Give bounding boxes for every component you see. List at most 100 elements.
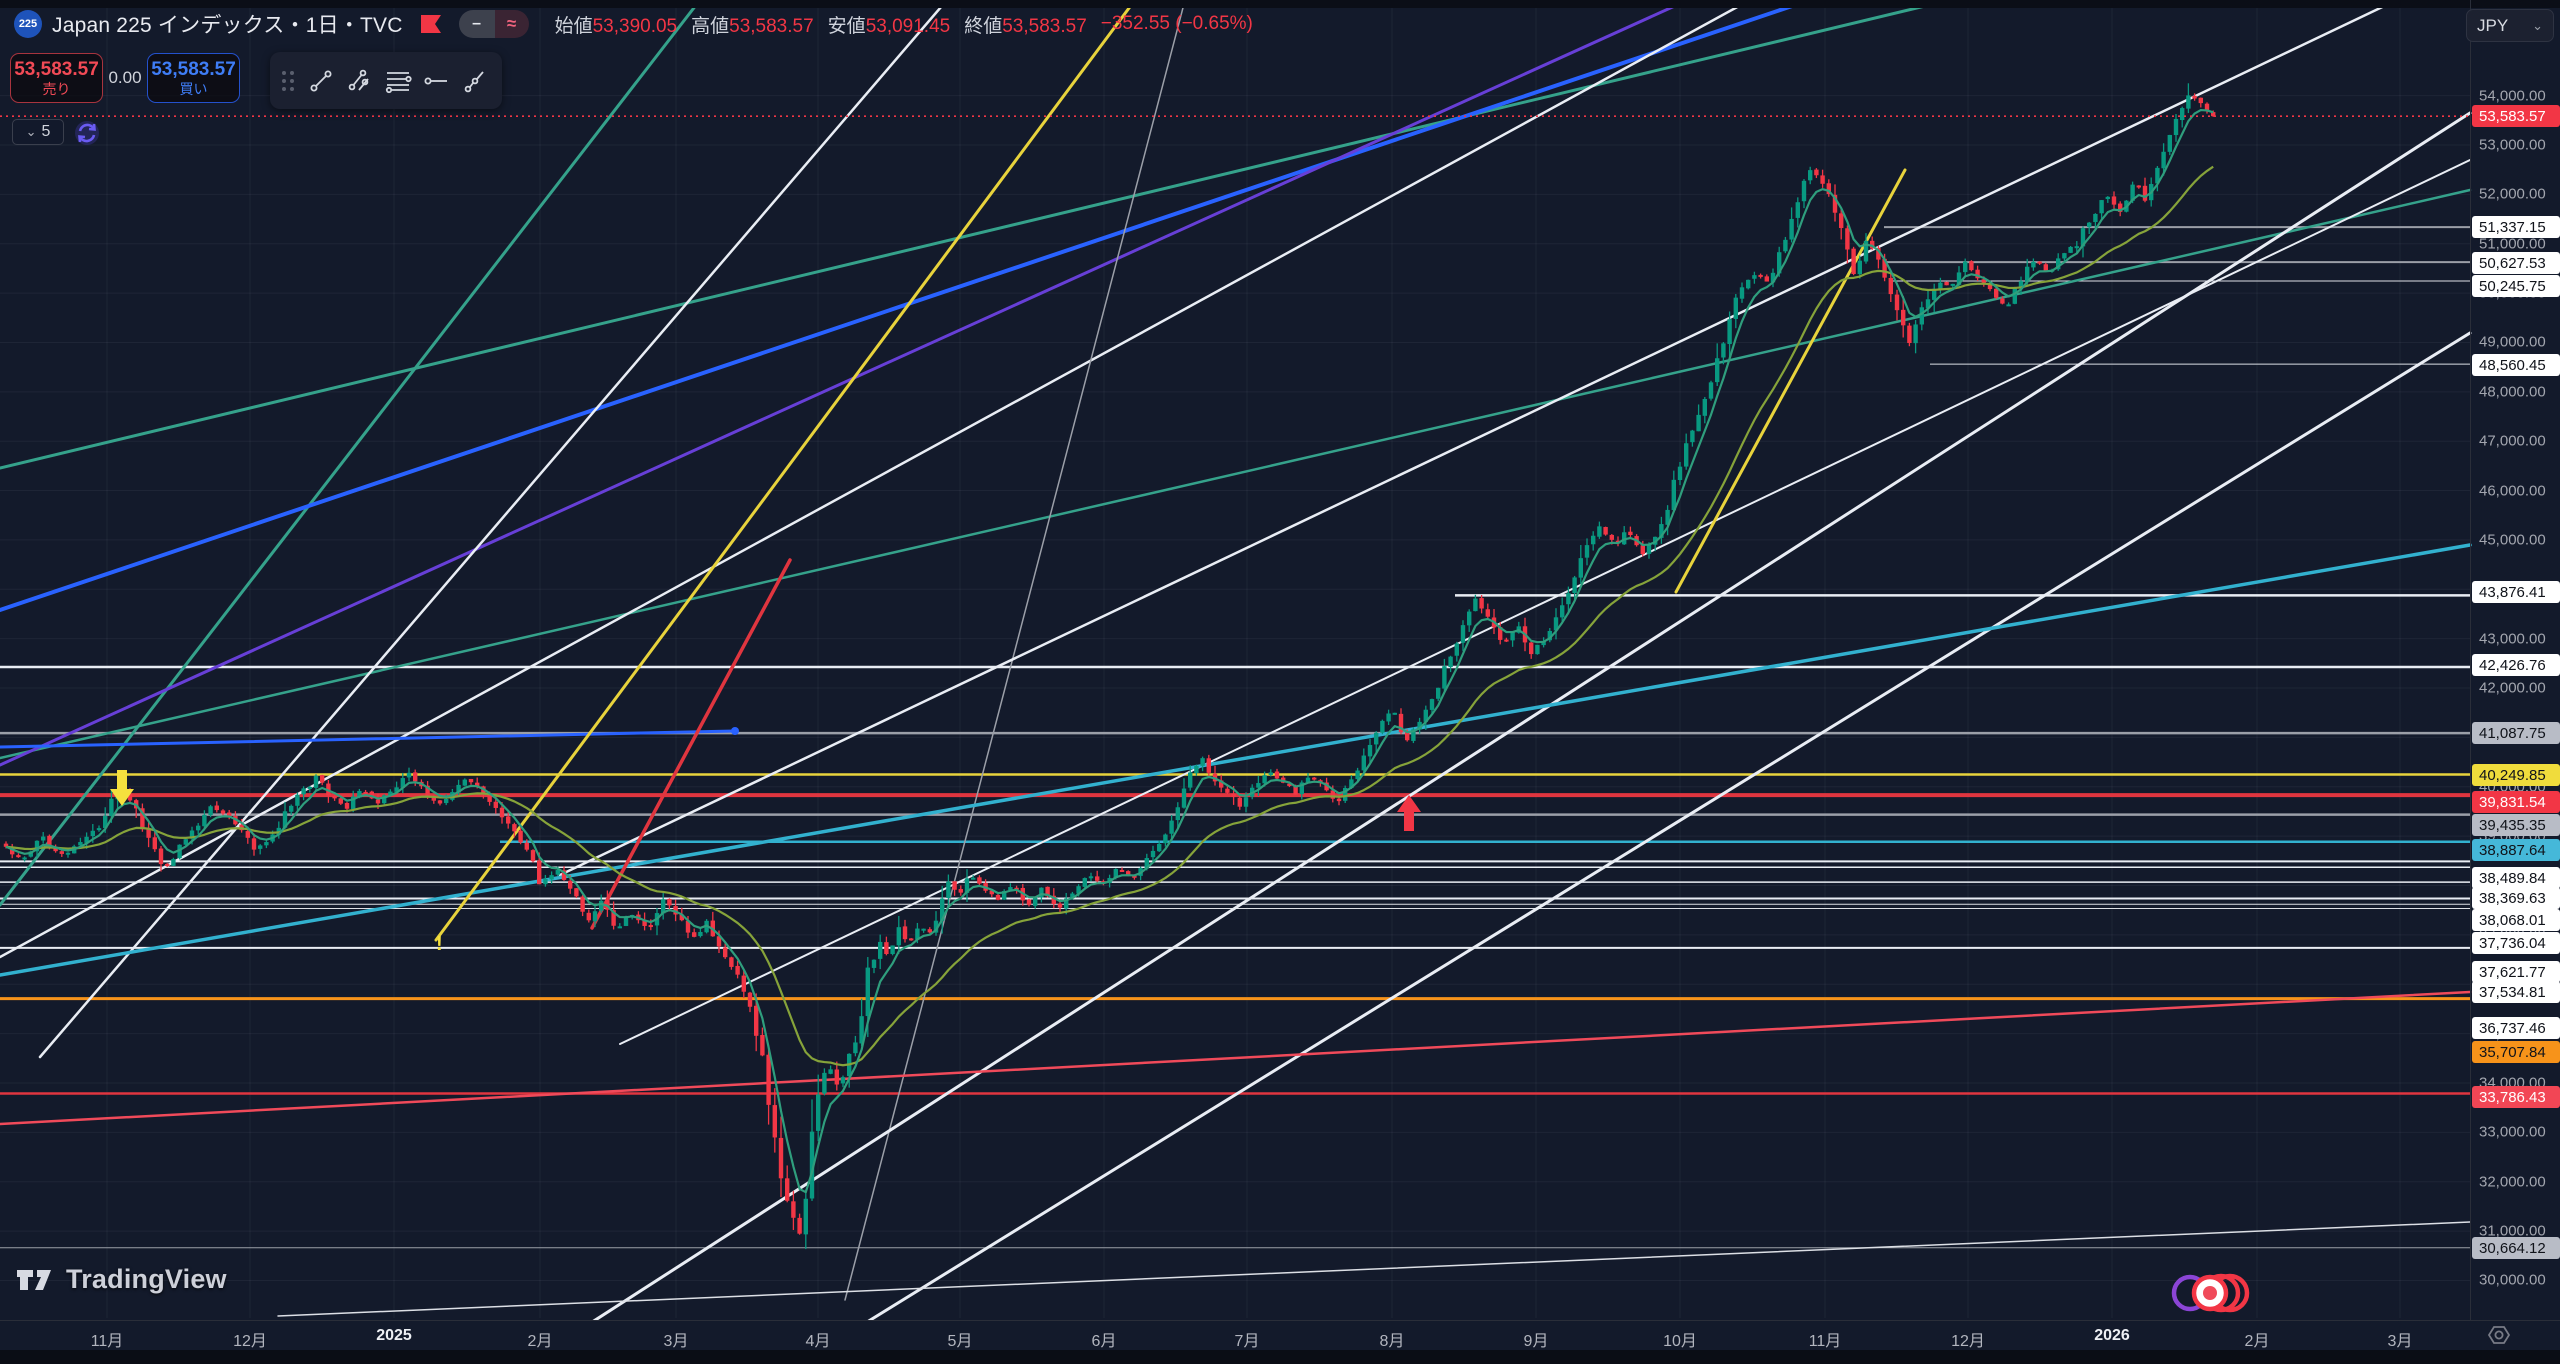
ohlc-item: 始値53,390.05 xyxy=(554,15,678,37)
price-tick: 47,000.00 xyxy=(2479,432,2546,450)
spread-value: 0.00 xyxy=(108,68,142,87)
price-level-label: 43,876.41 xyxy=(2472,581,2560,603)
chevron-down-icon: ⌄ xyxy=(2532,17,2543,33)
trade-panel: 53,583.57 売り 0.00 53,583.57 買い xyxy=(10,53,240,103)
buy-button[interactable]: 53,583.57 買い xyxy=(147,53,240,103)
axis-settings-gear-icon[interactable] xyxy=(2486,1322,2512,1353)
drawing-toolbar xyxy=(270,52,502,109)
price-level-label: 35,707.84 xyxy=(2472,1041,2560,1063)
price-tick: 32,000.00 xyxy=(2479,1173,2546,1191)
price-tick: 49,000.00 xyxy=(2479,333,2546,351)
tradingview-logo-icon xyxy=(17,1269,51,1290)
price-level-label: 53,583.57 xyxy=(2472,105,2560,127)
price-tick: 51,000.00 xyxy=(2479,235,2546,253)
sell-price: 53,583.57 xyxy=(14,59,99,81)
ohlc-visibility-toggle[interactable]: – ≈ xyxy=(458,10,529,38)
price-level-label: 51,337.15 xyxy=(2472,216,2560,238)
time-tick: 6月 xyxy=(1091,1333,1117,1350)
price-level-label: 42,426.76 xyxy=(2472,654,2560,676)
price-level-label: 50,627.53 xyxy=(2472,252,2560,274)
horizontal-ray-tool-icon[interactable] xyxy=(417,59,455,103)
parallel-channel-tool-icon[interactable] xyxy=(340,59,378,103)
time-tick: 11月 xyxy=(90,1333,124,1350)
time-tick: 3月 xyxy=(2387,1333,2413,1350)
price-level-label: 39,435.35 xyxy=(2472,814,2560,836)
price-level-label: 40,249.85 xyxy=(2472,764,2560,786)
price-level-label: 38,887.64 xyxy=(2472,839,2560,861)
ohlc-values: 始値53,390.05 高値53,583.57 安値53,091.45 終値53,58… xyxy=(555,11,1253,38)
price-level-label: 30,664.12 xyxy=(2472,1237,2560,1259)
price-tick: 54,000.00 xyxy=(2479,87,2546,105)
time-tick: 7月 xyxy=(1234,1333,1260,1350)
chevron-down-icon: ⌄ xyxy=(25,124,37,139)
svg-text:!: ! xyxy=(436,933,443,955)
symbol-badge: 225 xyxy=(14,10,42,38)
price-level-label: 41,087.75 xyxy=(2472,722,2560,744)
time-tick: 12月 xyxy=(1951,1333,1985,1350)
change-value: −352.55 (−0.65%) xyxy=(1100,13,1253,34)
price-level-label: 38,489.84 xyxy=(2472,867,2560,889)
price-level-label: 48,560.45 xyxy=(2472,354,2560,376)
price-tick: 30,000.00 xyxy=(2479,1271,2546,1289)
time-tick: 12月 xyxy=(233,1333,267,1350)
time-tick: 2026 xyxy=(2094,1327,2130,1344)
approx-icon: ≈ xyxy=(494,10,529,38)
horizontal-levels-tool-icon[interactable] xyxy=(379,59,417,103)
time-axis[interactable]: 11月 12月 2025 2月 3月 4月 5月 6月 7月 8月 9月 10月 11月 12月 2026 2… xyxy=(0,1320,2560,1350)
time-tick: 2月 xyxy=(2244,1333,2270,1350)
time-tick: 2025 xyxy=(376,1327,412,1344)
price-level-label: 37,534.81 xyxy=(2472,981,2560,1003)
tradingview-logo-text: TradingView xyxy=(66,1264,227,1294)
price-tick: 53,000.00 xyxy=(2479,136,2546,154)
price-tick: 42,000.00 xyxy=(2479,679,2546,697)
trend-line-tool-icon[interactable] xyxy=(302,59,340,103)
price-tick: 52,000.00 xyxy=(2479,185,2546,203)
hidden-indicator-count: 5 xyxy=(41,123,51,140)
flag-icon[interactable] xyxy=(419,13,443,35)
symbol-header: 225 Japan 225 インデックス・1日・TVC – ≈ 始値53,390… xyxy=(14,8,1253,40)
price-level-label: 36,737.46 xyxy=(2472,1017,2560,1039)
price-tick: 31,000.00 xyxy=(2479,1222,2546,1240)
time-tick: 11月 xyxy=(1808,1333,1842,1350)
toolbar-drag-handle[interactable] xyxy=(282,70,294,91)
sync-icon[interactable] xyxy=(72,118,102,153)
time-tick: 10月 xyxy=(1663,1333,1697,1350)
price-level-label: 37,621.77 xyxy=(2472,961,2560,983)
currency-button[interactable]: JPY ⌄ xyxy=(2466,9,2554,42)
time-tick: 4月 xyxy=(805,1333,831,1350)
price-level-label: 50,245.75 xyxy=(2472,275,2560,297)
price-level-label: 37,736.04 xyxy=(2472,932,2560,954)
time-tick: 5月 xyxy=(947,1333,973,1350)
time-tick: 8月 xyxy=(1379,1333,1405,1350)
window-top-strip xyxy=(0,0,2560,8)
price-tick: 33,000.00 xyxy=(2479,1123,2546,1141)
time-tick: 2月 xyxy=(527,1333,553,1350)
time-tick: 3月 xyxy=(663,1333,689,1350)
time-tick: 9月 xyxy=(1523,1333,1549,1350)
price-level-label: 38,068.01 xyxy=(2472,909,2560,931)
price-tick: 43,000.00 xyxy=(2479,630,2546,648)
buy-price: 53,583.57 xyxy=(151,59,236,81)
price-level-label: 39,831.54 xyxy=(2472,791,2560,813)
replay-rings-icon[interactable] xyxy=(2168,1270,2258,1321)
price-axis[interactable]: 30,000.00 31,000.00 32,000.00 33,000.00 34,0… xyxy=(2470,0,2560,1320)
ohlc-item: 終値53,583.57 xyxy=(964,15,1087,37)
price-tick: 45,000.00 xyxy=(2479,531,2546,549)
sell-label: 売り xyxy=(42,80,71,97)
ohlc-item: 安値53,091.45 xyxy=(827,15,951,37)
minimize-icon: – xyxy=(458,10,495,38)
price-level-label: 33,786.43 xyxy=(2472,1086,2560,1108)
bottom-strip xyxy=(0,1350,2560,1364)
price-level-label: 38,369.63 xyxy=(2472,887,2560,909)
legend-collapsed-count[interactable]: ⌄ 5 xyxy=(12,119,64,145)
buy-label: 買い xyxy=(179,80,208,97)
currency-label: JPY xyxy=(2477,15,2509,35)
trend-points-tool-icon[interactable] xyxy=(456,59,494,103)
symbol-title[interactable]: Japan 225 インデックス・1日・TVC xyxy=(52,14,403,37)
price-tick: 48,000.00 xyxy=(2479,383,2546,401)
tradingview-logo[interactable]: TradingView xyxy=(16,1264,227,1295)
sell-button[interactable]: 53,583.57 売り xyxy=(10,53,103,103)
price-tick: 46,000.00 xyxy=(2479,482,2546,500)
